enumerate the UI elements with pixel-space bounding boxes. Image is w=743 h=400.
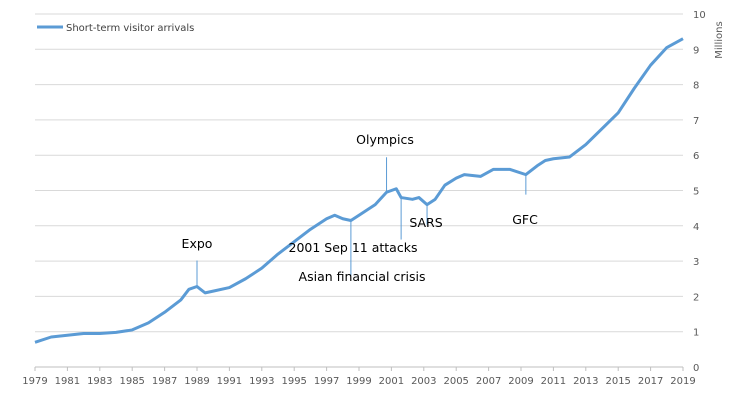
y-tick-label: 1 xyxy=(693,328,699,339)
x-tick-label: 2003 xyxy=(411,376,436,387)
x-tick-label: 1983 xyxy=(87,376,112,387)
x-tick-label: 1987 xyxy=(152,376,177,387)
annotation-label: Asian financial crisis xyxy=(299,269,426,284)
x-tick-label: 2013 xyxy=(573,376,598,387)
x-tick-label: 2017 xyxy=(638,376,663,387)
x-tick-label: 2009 xyxy=(508,376,533,387)
y-tick-label: 6 xyxy=(693,151,699,162)
x-tick-label: 2011 xyxy=(541,376,566,387)
y-tick-label: 3 xyxy=(693,257,699,268)
x-tick-label: 2007 xyxy=(476,376,501,387)
annotation-label: Expo xyxy=(182,236,213,251)
y-tick-label: 10 xyxy=(693,10,706,21)
x-tick-label: 1979 xyxy=(22,376,47,387)
x-tick-label: 1993 xyxy=(249,376,274,387)
x-tick-label: 1991 xyxy=(217,376,242,387)
x-tick-label: 1981 xyxy=(55,376,80,387)
x-tick-label: 2015 xyxy=(605,376,630,387)
y-tick-label: 0 xyxy=(693,363,699,374)
y-tick-label: 9 xyxy=(693,45,699,56)
y-tick-label: 4 xyxy=(693,222,699,233)
y-tick-label: 5 xyxy=(693,187,699,198)
annotation-label: 2001 Sep 11 attacks xyxy=(289,240,418,255)
y-axis-label: Millions xyxy=(714,21,725,58)
y-tick-label: 7 xyxy=(693,116,699,127)
annotation-label: Olympics xyxy=(356,132,414,147)
x-tick-label: 1985 xyxy=(119,376,144,387)
y-tick-label: 8 xyxy=(693,81,699,92)
annotation-label: SARS xyxy=(409,215,442,230)
x-tick-label: 2001 xyxy=(379,376,404,387)
legend-label: Short-term visitor arrivals xyxy=(66,23,194,34)
y-tick-label: 2 xyxy=(693,292,699,303)
x-tick-label: 1997 xyxy=(314,376,339,387)
x-tick-label: 1989 xyxy=(184,376,209,387)
annotation-label: GFC xyxy=(512,212,538,227)
x-tick-label: 1999 xyxy=(346,376,371,387)
x-tick-label: 2005 xyxy=(443,376,468,387)
series-line xyxy=(34,37,684,344)
x-tick-label: 1995 xyxy=(281,376,306,387)
x-tick-label: 2019 xyxy=(670,376,695,387)
